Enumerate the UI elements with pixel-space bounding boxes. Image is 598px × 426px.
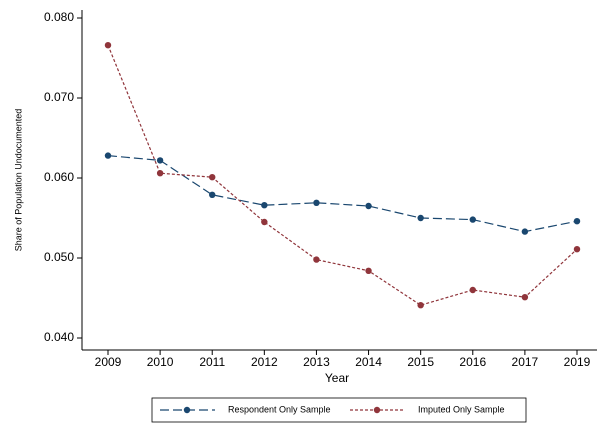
legend-label: Imputed Only Sample [418,404,505,414]
y-tick-label: 0.040 [44,330,74,344]
y-tick-label: 0.070 [44,90,74,104]
data-point [365,267,372,274]
x-tick-label: 2011 [199,355,225,369]
data-point [156,157,164,164]
data-point [156,170,164,177]
x-tick-label: 2015 [407,355,434,369]
data-point [573,246,581,253]
data-point [104,152,112,159]
data-point [417,302,424,309]
legend-label: Respondent Only Sample [228,404,331,414]
legend-marker [373,406,381,414]
data-point [521,294,529,301]
data-point [313,199,320,206]
x-tick-label: 2017 [512,355,539,369]
data-point [417,214,424,222]
x-tick-label: 2012 [251,355,278,369]
data-point [365,202,372,210]
data-point [261,202,268,209]
x-tick-label: 2013 [303,355,330,369]
series-line [107,155,578,233]
data-point [261,218,268,226]
x-tick-label: 2019 [564,355,591,369]
y-tick-label: 0.050 [44,250,74,264]
data-point [573,218,581,225]
data-point [469,286,476,294]
data-point [104,42,112,49]
data-point [521,228,529,235]
y-tick-label: 0.080 [44,10,74,24]
data-point [209,191,216,198]
series-line [107,44,578,306]
legend-marker [183,406,191,414]
y-tick-label: 0.060 [44,170,74,184]
x-tick-label: 2010 [147,355,174,369]
x-axis-title: Year [325,371,349,385]
data-point [209,174,216,181]
data-point [313,256,320,263]
x-tick-label: 2016 [459,355,486,369]
x-tick-label: 2014 [355,355,382,369]
data-point [469,216,476,223]
x-tick-label: 2009 [95,355,122,369]
y-axis-title: Share of Population Undocumented [13,109,23,252]
